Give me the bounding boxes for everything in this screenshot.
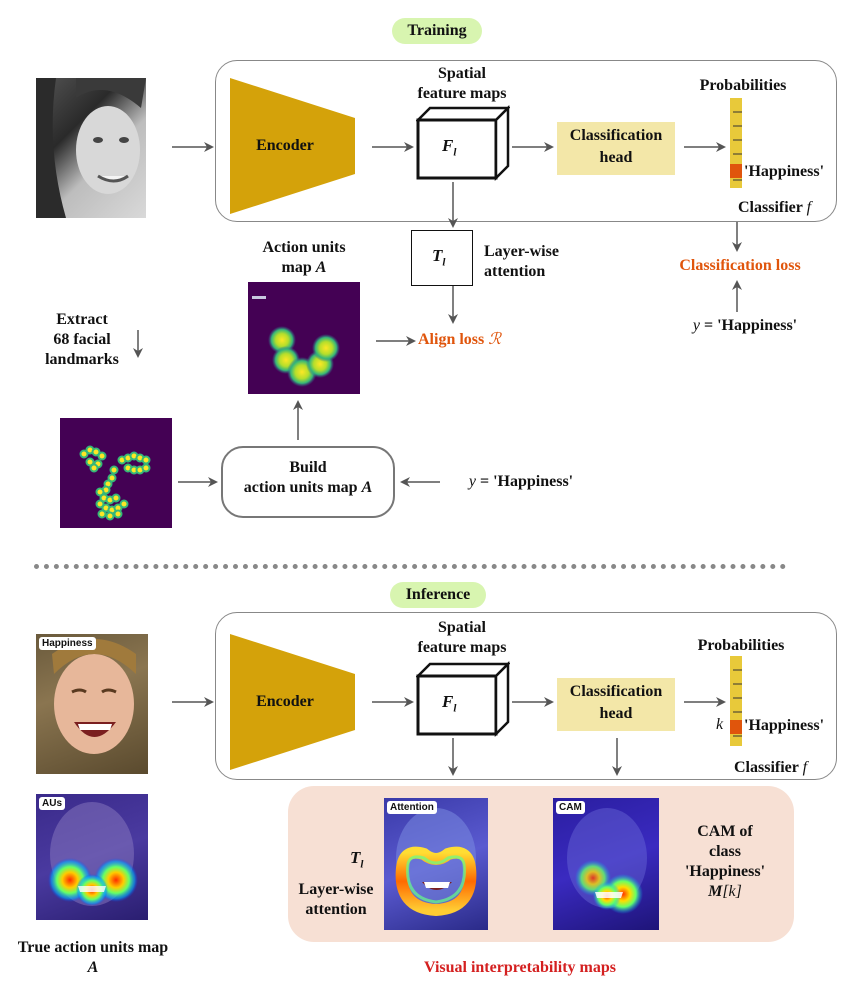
face-photo-sketch bbox=[36, 78, 146, 218]
inference-spatial-label: Spatial feature maps bbox=[417, 619, 507, 656]
visual-maps-title: Visual interpretability maps bbox=[423, 959, 616, 976]
inference-k-symbol: k bbox=[716, 716, 724, 733]
inference-input-face-image: Happiness bbox=[36, 634, 148, 774]
training-probabilities-label: Probabilities bbox=[699, 77, 787, 94]
attention-tag: Attention bbox=[387, 801, 437, 814]
extract-landmarks-label: Extract 68 facial landmarks bbox=[45, 311, 119, 368]
visual-maps-panel bbox=[288, 786, 794, 942]
au-map-heatmap bbox=[248, 282, 360, 394]
training-classifier-label: Classifier f bbox=[738, 199, 812, 216]
cam-tag: CAM bbox=[556, 801, 585, 814]
section-separator bbox=[34, 564, 786, 569]
training-badge: Training bbox=[392, 18, 482, 44]
align-loss-label: Align loss ℛ bbox=[418, 331, 502, 348]
inference-happiness-prob-label: 'Happiness' bbox=[744, 717, 825, 734]
training-feature-symbol: Fl bbox=[442, 136, 457, 159]
au-map-title: Action units map A bbox=[262, 239, 346, 276]
training-probability-bar bbox=[730, 98, 742, 188]
panel-layerwise-label: Layer-wise attention bbox=[298, 881, 374, 918]
inference-classifier-label: Classifier f bbox=[734, 759, 808, 776]
training-happiness-prob-label: 'Happiness' bbox=[744, 163, 825, 180]
attention-map-image: Attention bbox=[384, 798, 488, 930]
inference-encoder-shape bbox=[230, 634, 355, 770]
inference-encoder-label: Encoder bbox=[256, 693, 314, 710]
inference-probabilities-label: Probabilities bbox=[697, 637, 785, 654]
true-au-label: True action units map A bbox=[17, 939, 169, 976]
cam-description-label: CAM of class 'Happiness' M[k] bbox=[684, 823, 766, 900]
inference-probability-bar bbox=[730, 656, 742, 746]
training-model-frame bbox=[215, 60, 837, 222]
training-y-label-2: y = 'Happiness' bbox=[468, 473, 574, 490]
input-happiness-tag: Happiness bbox=[39, 637, 96, 650]
inference-classification-head: Classification head bbox=[557, 678, 675, 731]
inference-badge: Inference bbox=[390, 582, 486, 608]
inference-feature-cube bbox=[416, 660, 510, 738]
training-encoder-label: Encoder bbox=[256, 137, 314, 154]
training-attention-box bbox=[411, 230, 473, 286]
inference-aus-image: AUs bbox=[36, 794, 148, 920]
training-attention-symbol: Tl bbox=[432, 246, 446, 269]
build-au-box bbox=[221, 446, 395, 518]
training-y-label-1: y = 'Happiness' bbox=[692, 317, 798, 334]
training-spatial-label: Spatial feature maps bbox=[417, 65, 507, 102]
training-encoder-shape bbox=[230, 78, 355, 214]
classification-loss-label: Classification loss bbox=[679, 257, 801, 274]
build-au-label: Build action units map A bbox=[243, 459, 373, 496]
training-input-face-image bbox=[36, 78, 146, 218]
cam-map-image: CAM bbox=[553, 798, 659, 930]
training-feature-cube bbox=[416, 104, 510, 182]
inference-model-frame bbox=[215, 612, 837, 780]
training-classification-head: Classification head bbox=[557, 122, 675, 175]
inference-feature-symbol: Fl bbox=[442, 692, 457, 715]
landmarks-heatmap bbox=[60, 418, 172, 528]
training-layerwise-label: Layer-wise attention bbox=[484, 243, 559, 280]
panel-attention-symbol: Tl bbox=[350, 848, 364, 871]
aus-tag: AUs bbox=[39, 797, 66, 810]
